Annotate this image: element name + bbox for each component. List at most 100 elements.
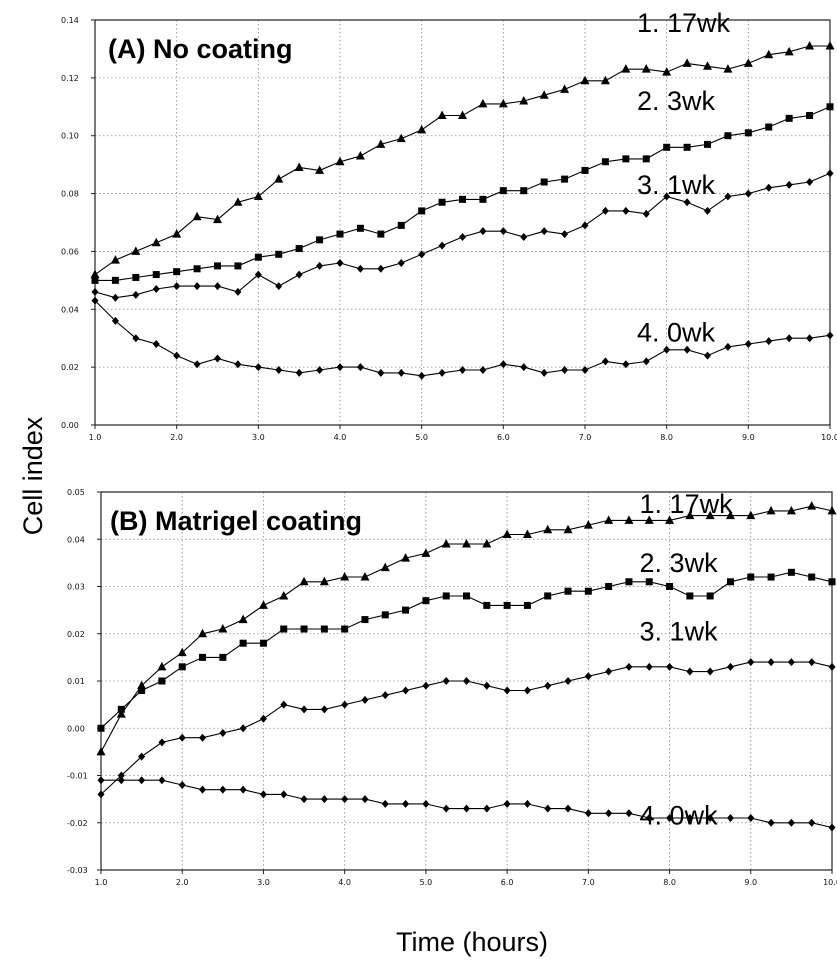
data-point <box>111 293 119 302</box>
data-point <box>138 752 146 761</box>
data-point <box>544 681 552 690</box>
data-point <box>218 624 228 633</box>
data-point <box>787 818 795 827</box>
data-point <box>117 705 125 713</box>
data-point <box>341 795 349 804</box>
data-point <box>97 776 105 785</box>
data-point <box>785 114 793 122</box>
x-tick-label: 5.0 <box>420 878 433 887</box>
data-point <box>564 677 572 685</box>
data-point <box>663 192 671 201</box>
data-point <box>747 573 755 581</box>
data-point <box>253 191 263 200</box>
data-point <box>808 818 816 827</box>
y-tick-label: 0.12 <box>61 74 79 83</box>
data-point <box>520 187 528 195</box>
data-point <box>479 195 487 203</box>
data-point <box>356 224 364 232</box>
data-point <box>662 67 672 76</box>
data-point <box>806 334 814 343</box>
data-point <box>377 368 385 377</box>
data-point <box>784 46 794 56</box>
series-label: 2. 3wk <box>637 86 716 116</box>
data-point <box>254 363 262 372</box>
data-point <box>459 232 466 241</box>
y-tick-label: 0.08 <box>61 190 79 199</box>
data-point <box>138 686 146 694</box>
x-tick-label: 6.0 <box>501 878 514 887</box>
data-point <box>580 75 590 85</box>
plot-frame <box>100 491 833 871</box>
data-point <box>132 334 140 343</box>
y-tick-label: 0.01 <box>67 677 85 686</box>
data-point <box>583 520 593 529</box>
data-point <box>785 180 793 189</box>
data-point <box>316 261 324 270</box>
data-point <box>132 273 140 281</box>
data-point <box>766 505 776 515</box>
data-point <box>280 700 288 709</box>
data-point <box>725 510 735 520</box>
data-point <box>335 156 345 166</box>
data-point <box>422 597 430 605</box>
series-1: 1. 17wk <box>90 8 835 279</box>
data-point <box>116 709 126 718</box>
data-point <box>808 658 816 667</box>
y-tick-label: 0.14 <box>61 16 79 25</box>
data-point <box>438 198 446 206</box>
y-tick-label: 0.10 <box>61 132 79 141</box>
data-point <box>234 360 242 369</box>
data-point <box>132 290 140 299</box>
data-point <box>622 206 630 215</box>
y-tick-label: 0.00 <box>67 724 85 733</box>
data-point <box>519 96 529 105</box>
data-point <box>280 625 288 633</box>
data-point <box>744 340 752 348</box>
data-point <box>91 296 99 305</box>
x-axis-title: Time (hours) <box>396 927 548 957</box>
data-point <box>621 64 631 73</box>
x-tick-label: 7.0 <box>582 878 595 887</box>
data-point <box>704 351 711 360</box>
data-point <box>601 158 609 166</box>
data-point <box>767 818 775 827</box>
data-point <box>706 814 714 823</box>
data-point <box>295 245 303 253</box>
series-label: 4. 0wk <box>640 801 719 831</box>
data-point <box>320 795 328 804</box>
data-point <box>422 799 430 808</box>
data-point <box>644 515 654 524</box>
data-point <box>198 628 208 638</box>
data-point <box>151 237 161 247</box>
data-point <box>665 515 675 524</box>
data-point <box>442 677 450 685</box>
data-point <box>152 340 160 348</box>
data-point <box>478 98 488 108</box>
data-point <box>340 572 350 581</box>
x-tick-label: 9.0 <box>744 878 757 887</box>
y-tick-label: 0.04 <box>67 535 85 544</box>
data-point <box>686 592 694 600</box>
y-tick-label: -0.01 <box>67 772 88 781</box>
data-point <box>336 259 344 267</box>
data-point <box>438 241 446 250</box>
data-point <box>437 110 447 119</box>
x-tick-label: 4.0 <box>338 878 351 887</box>
data-point <box>418 207 426 215</box>
data-point <box>825 41 835 50</box>
data-point <box>806 178 814 186</box>
data-point <box>622 360 630 369</box>
data-point <box>152 285 160 294</box>
x-tick-label: 1.0 <box>89 433 102 442</box>
data-point <box>254 253 262 261</box>
data-point <box>397 259 405 267</box>
data-point <box>561 366 569 375</box>
data-point <box>642 357 650 366</box>
data-point <box>199 653 207 661</box>
data-point <box>622 155 630 163</box>
data-point <box>828 662 836 671</box>
data-point <box>421 548 431 557</box>
data-point <box>805 41 815 50</box>
data-point <box>173 282 181 291</box>
data-point <box>765 337 773 346</box>
